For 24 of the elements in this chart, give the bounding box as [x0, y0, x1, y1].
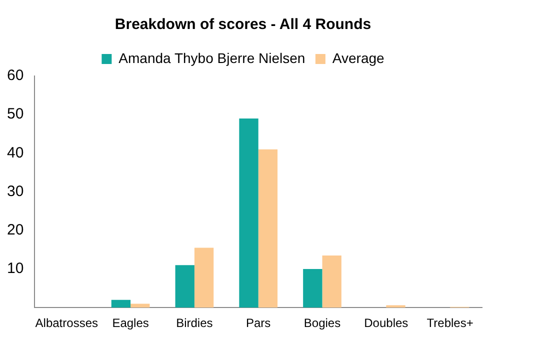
bar — [111, 300, 131, 308]
x-tick-label: Pars — [246, 316, 271, 330]
x-tick-label: Eagles — [112, 316, 149, 330]
x-tick-label: Bogies — [304, 316, 341, 330]
bar — [322, 255, 342, 308]
legend-label: Average — [332, 50, 385, 66]
y-tick-label: 40 — [6, 144, 24, 162]
bar — [303, 269, 322, 308]
x-tick-label: Birdies — [176, 316, 213, 330]
bar — [239, 118, 258, 308]
bar — [175, 265, 194, 308]
bar — [258, 149, 278, 308]
chart-title: Breakdown of scores - All 4 Rounds — [114, 16, 372, 34]
x-tick-label: Trebles+ — [426, 316, 474, 330]
y-tick-label: 20 — [6, 222, 24, 239]
legend-label: Amanda Thybo Bjerre Nielsen — [118, 50, 306, 66]
y-tick-label: 30 — [6, 182, 24, 200]
x-tick-label: Doubles — [364, 316, 408, 330]
bar — [130, 304, 150, 308]
y-tick-label: 50 — [6, 106, 24, 123]
y-tick-label: 10 — [6, 260, 24, 278]
x-tick-label: Albatrosses — [35, 316, 98, 330]
y-tick-label: 60 — [6, 67, 24, 84]
bar — [194, 248, 214, 308]
